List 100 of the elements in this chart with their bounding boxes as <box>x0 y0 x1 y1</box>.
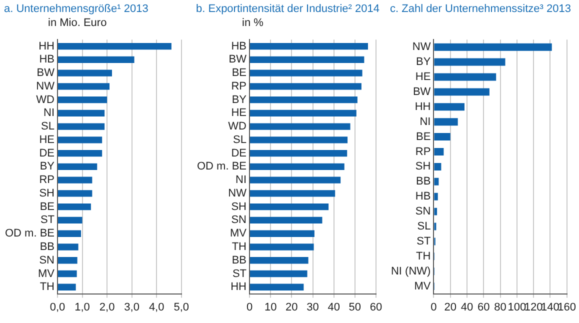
y-tick-label: BB <box>232 254 247 266</box>
bar <box>250 203 329 210</box>
x-tick-label: 160 <box>558 301 576 314</box>
bar <box>434 43 552 51</box>
x-tick-label: 2,0 <box>99 301 115 314</box>
y-tick-label: BY <box>416 56 432 68</box>
x-tick-label: 140 <box>541 301 560 314</box>
bar <box>58 150 102 157</box>
y-tick-label: ST <box>232 268 247 280</box>
chart-title: b. Exportintensität der Industrie² 2014 <box>195 2 380 16</box>
bar <box>434 103 464 111</box>
y-tick-label: WD <box>228 120 247 133</box>
bar <box>250 42 368 50</box>
bar <box>58 136 102 144</box>
y-tick-label: NI (NW) <box>390 265 431 278</box>
x-tick-label: 100 <box>508 301 526 314</box>
bar <box>58 244 78 250</box>
bar <box>250 216 322 224</box>
bar <box>250 190 336 197</box>
y-tick-label: WD <box>36 94 55 106</box>
x-tick-label: 120 <box>524 301 543 314</box>
y-tick-label: ST <box>416 235 431 248</box>
x-tick-label: 40 <box>460 301 474 314</box>
bar <box>434 178 439 186</box>
bar <box>58 230 82 237</box>
bar <box>434 162 442 170</box>
x-tick-label: 1,0 <box>74 301 90 314</box>
bar <box>250 284 304 290</box>
y-tick-label: HE <box>231 107 247 120</box>
y-tick-label: MV <box>230 228 248 240</box>
x-tick-label: 20 <box>444 301 456 314</box>
bar <box>250 257 308 264</box>
bar <box>434 192 438 200</box>
x-tick-label: 60 <box>370 301 382 314</box>
y-tick-label: SN <box>39 254 55 266</box>
chart-title: a. Unternehmensgröße¹ 2013 <box>3 2 150 16</box>
x-tick-label: 40 <box>328 301 340 314</box>
y-tick-label: MV <box>38 268 56 280</box>
bar <box>434 148 444 156</box>
y-tick-label: HE <box>415 71 431 84</box>
bar <box>58 284 76 290</box>
bar <box>250 96 358 104</box>
bar <box>58 203 91 210</box>
y-tick-label: HH <box>414 100 431 113</box>
y-tick-label: SL <box>417 220 431 233</box>
bar <box>58 270 77 278</box>
y-tick-label: BE <box>232 67 247 80</box>
x-tick-label: 80 <box>494 301 506 314</box>
y-tick-label: BW <box>228 54 248 66</box>
bar <box>58 123 105 130</box>
x-tick-label: 0 <box>246 301 253 314</box>
bar <box>434 73 496 81</box>
bar <box>250 150 348 157</box>
bar <box>250 110 356 117</box>
y-tick-label: SH <box>231 200 247 213</box>
y-tick-label: NI <box>420 116 431 128</box>
x-tick-label: 10 <box>264 301 277 314</box>
y-tick-label: BW <box>36 67 56 80</box>
y-tick-label: DE <box>39 147 55 160</box>
y-tick-label: HB <box>39 54 55 66</box>
y-tick-label: NI <box>236 174 247 186</box>
y-tick-label: TH <box>40 281 55 294</box>
y-tick-label: SL <box>41 120 55 133</box>
bar <box>58 96 108 104</box>
y-tick-label: BE <box>416 130 431 143</box>
bar <box>58 257 78 264</box>
chart-subtitle: in % <box>241 16 264 30</box>
y-tick-label: HH <box>230 281 247 294</box>
bar <box>434 208 438 216</box>
bar <box>250 244 314 250</box>
bar <box>250 230 314 237</box>
y-tick-label: SN <box>231 214 247 226</box>
y-tick-label: BW <box>412 86 432 98</box>
y-tick-label: MV <box>414 280 432 292</box>
x-tick-label: 30 <box>306 301 319 314</box>
y-tick-label: BE <box>40 200 55 213</box>
bar <box>250 163 344 170</box>
bar <box>250 176 341 184</box>
y-tick-label: NW <box>36 80 56 92</box>
y-tick-label: ST <box>40 214 55 226</box>
y-tick-label: BY <box>232 94 248 106</box>
x-tick-label: 5,0 <box>174 301 190 314</box>
y-tick-label: RP <box>415 146 431 158</box>
chart-subtitle: in Mio. Euro <box>47 16 108 30</box>
bar <box>434 88 490 96</box>
x-tick-label: 50 <box>348 301 362 314</box>
bar <box>58 70 112 76</box>
y-tick-label: BB <box>40 241 55 254</box>
bar <box>58 163 98 170</box>
y-tick-label: SH <box>415 160 431 173</box>
bar <box>250 83 362 90</box>
y-tick-label: NW <box>228 187 248 200</box>
bar <box>434 118 458 126</box>
y-tick-label: SH <box>39 187 55 200</box>
x-tick-label: 20 <box>286 301 298 314</box>
bar <box>58 110 105 117</box>
x-tick-label: 0 <box>430 301 437 314</box>
x-tick-label: 60 <box>478 301 490 314</box>
y-tick-label: BB <box>416 176 431 188</box>
bar <box>250 270 308 278</box>
